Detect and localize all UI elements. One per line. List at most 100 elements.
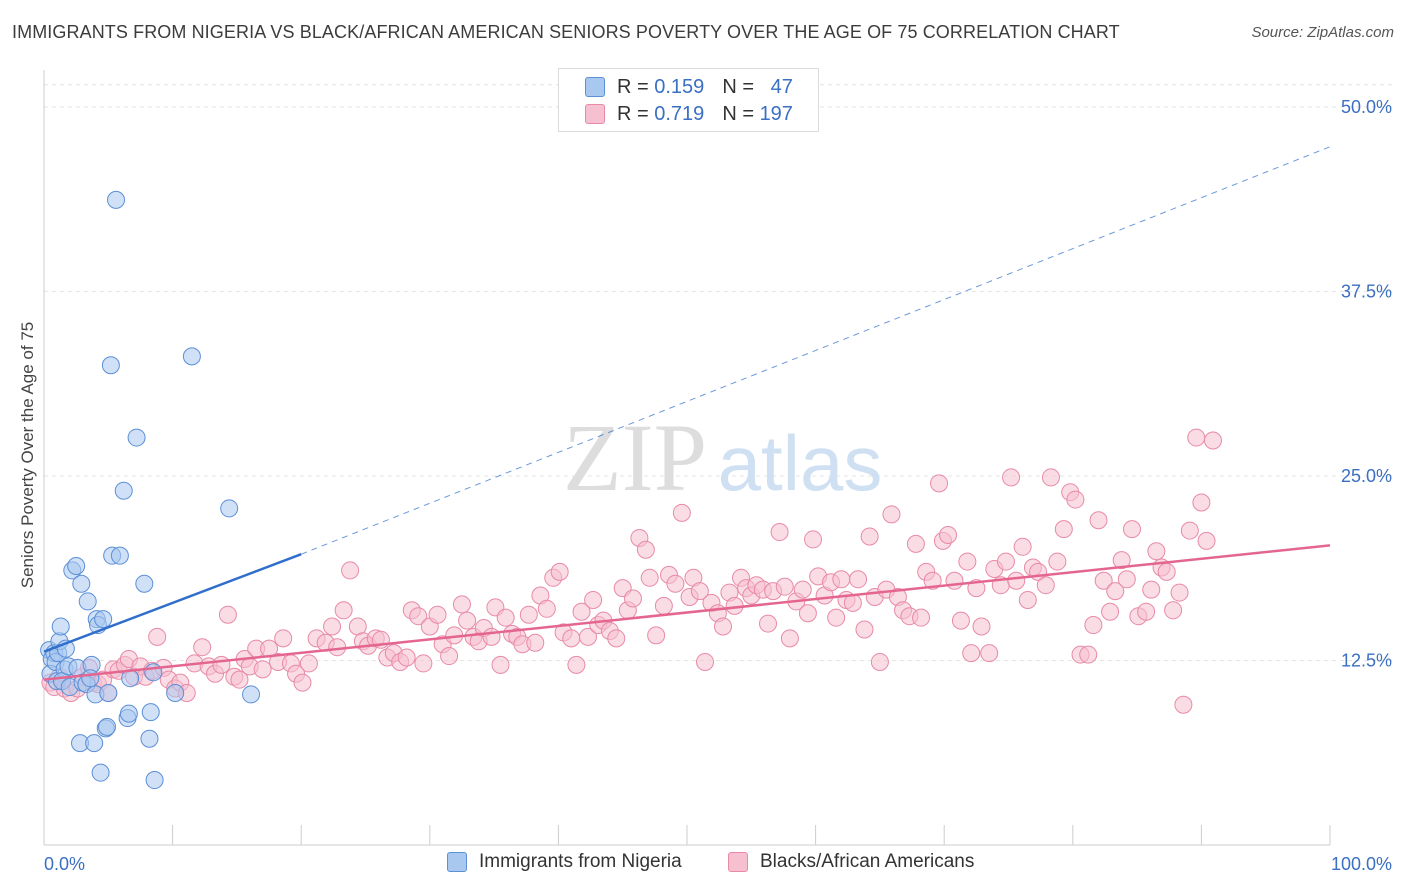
legend-r-label: R = bbox=[617, 102, 649, 125]
point-blacks-african-americans bbox=[148, 627, 167, 646]
point-blacks-african-americans bbox=[666, 574, 685, 593]
point-blacks-african-americans bbox=[1142, 580, 1161, 599]
point-blacks-african-americans bbox=[640, 568, 659, 587]
point-blacks-african-americans bbox=[572, 602, 591, 621]
point-blacks-african-americans bbox=[636, 540, 655, 559]
legend-n-label: N = bbox=[722, 102, 754, 125]
point-blacks-african-americans bbox=[397, 648, 416, 667]
bottom-legend-label-nigeria: Immigrants from Nigeria bbox=[479, 851, 682, 872]
point-blacks-african-americans bbox=[793, 580, 812, 599]
point-blacks-african-americans bbox=[1094, 571, 1113, 590]
point-blacks-african-americans bbox=[1170, 583, 1189, 602]
x-tick-label-max: 100.0% bbox=[1331, 854, 1392, 874]
watermark-atlas: atlas bbox=[718, 419, 883, 507]
point-blacks-african-americans bbox=[759, 614, 778, 633]
point-blacks-african-americans bbox=[519, 605, 538, 624]
point-immigrants-from-nigeria bbox=[127, 428, 146, 447]
point-immigrants-from-nigeria bbox=[110, 546, 129, 565]
legend-swatch-blue bbox=[585, 77, 605, 97]
legend-r-label: R = bbox=[617, 75, 649, 98]
point-immigrants-from-nigeria bbox=[141, 703, 160, 722]
point-blacks-african-americans bbox=[939, 526, 958, 544]
y-tick-label: 50.0% bbox=[1341, 97, 1392, 117]
point-blacks-african-americans bbox=[930, 474, 949, 493]
point-blacks-african-americans bbox=[798, 604, 817, 623]
bottom-legend-swatch-pink bbox=[728, 852, 748, 872]
point-blacks-african-americans bbox=[1041, 468, 1060, 487]
point-blacks-african-americans bbox=[654, 596, 673, 615]
point-blacks-african-americans bbox=[1013, 537, 1032, 556]
immigrants-from-nigeria-points bbox=[40, 190, 261, 790]
point-blacks-african-americans bbox=[567, 655, 586, 674]
point-blacks-african-americans bbox=[780, 629, 799, 648]
point-blacks-african-americans bbox=[334, 601, 353, 620]
legend-r-value: 0.159 bbox=[654, 75, 705, 98]
point-blacks-african-americans bbox=[253, 660, 272, 679]
correlation-legend: R = 0.159 N = 47 R = 0.719 N = 197 bbox=[558, 68, 819, 132]
point-blacks-african-americans bbox=[496, 608, 515, 627]
point-blacks-african-americans bbox=[870, 652, 889, 671]
point-blacks-african-americans bbox=[912, 608, 931, 627]
y-tick-label: 37.5% bbox=[1341, 281, 1392, 301]
point-blacks-african-americans bbox=[299, 654, 318, 673]
point-blacks-african-americans bbox=[409, 607, 428, 626]
point-blacks-african-americans bbox=[770, 523, 789, 542]
point-blacks-african-americans bbox=[607, 629, 626, 648]
point-blacks-african-americans bbox=[526, 633, 545, 652]
point-immigrants-from-nigeria bbox=[140, 729, 159, 748]
point-immigrants-from-nigeria bbox=[91, 763, 110, 782]
point-blacks-african-americans bbox=[1018, 590, 1037, 609]
point-immigrants-from-nigeria bbox=[98, 717, 117, 736]
point-blacks-african-americans bbox=[1147, 542, 1166, 561]
point-immigrants-from-nigeria bbox=[107, 190, 126, 209]
point-immigrants-from-nigeria bbox=[85, 734, 104, 753]
point-blacks-african-americans bbox=[1066, 490, 1085, 509]
trend-line-nigeria-extended bbox=[301, 146, 1331, 555]
point-blacks-african-americans bbox=[440, 647, 459, 666]
legend-row-black: R = 0.719 N = 197 bbox=[585, 102, 793, 126]
chart-source: Source: ZipAtlas.com bbox=[1251, 24, 1394, 41]
point-immigrants-from-nigeria bbox=[144, 663, 163, 682]
trend-lines bbox=[43, 146, 1331, 681]
point-blacks-african-americans bbox=[1203, 431, 1222, 450]
legend-n-value: 47 bbox=[770, 75, 793, 98]
point-blacks-african-americans bbox=[1002, 468, 1021, 487]
point-blacks-african-americans bbox=[293, 673, 312, 692]
point-immigrants-from-nigeria bbox=[51, 617, 70, 636]
point-blacks-african-americans bbox=[562, 629, 581, 648]
point-blacks-african-americans bbox=[882, 505, 901, 524]
point-blacks-african-americans bbox=[1187, 428, 1206, 447]
point-blacks-african-americans bbox=[849, 570, 868, 589]
point-blacks-african-americans bbox=[714, 617, 733, 636]
point-blacks-african-americans bbox=[647, 626, 666, 645]
legend-row-nigeria: R = 0.159 N = 47 bbox=[585, 75, 793, 99]
point-blacks-african-americans bbox=[1117, 570, 1136, 589]
point-immigrants-from-nigeria bbox=[114, 481, 133, 500]
point-immigrants-from-nigeria bbox=[78, 592, 97, 611]
point-blacks-african-americans bbox=[1164, 601, 1183, 620]
watermark-zip: ZIP bbox=[563, 404, 707, 511]
legend-n-label: N = bbox=[722, 75, 754, 98]
point-blacks-african-americans bbox=[1122, 520, 1141, 539]
point-blacks-african-americans bbox=[996, 552, 1015, 571]
y-tick-label: 25.0% bbox=[1341, 466, 1392, 486]
point-blacks-african-americans bbox=[537, 599, 556, 618]
point-blacks-african-americans bbox=[414, 654, 433, 673]
point-blacks-african-americans bbox=[428, 605, 447, 624]
point-immigrants-from-nigeria bbox=[182, 347, 201, 366]
point-blacks-african-americans bbox=[1079, 645, 1098, 664]
point-blacks-african-americans bbox=[230, 670, 249, 689]
point-blacks-african-americans bbox=[906, 534, 925, 553]
point-immigrants-from-nigeria bbox=[220, 499, 239, 518]
x-tick-label-min: 0.0% bbox=[44, 854, 85, 874]
legend-r-value: 0.719 bbox=[654, 102, 705, 125]
point-blacks-african-americans bbox=[672, 503, 691, 522]
point-blacks-african-americans bbox=[1137, 602, 1156, 621]
point-immigrants-from-nigeria bbox=[145, 771, 164, 790]
chart-title: IMMIGRANTS FROM NIGERIA VS BLACK/AFRICAN… bbox=[12, 22, 1120, 42]
point-blacks-african-americans bbox=[193, 638, 212, 657]
point-blacks-african-americans bbox=[860, 527, 879, 546]
point-blacks-african-americans bbox=[1197, 531, 1216, 550]
watermark: ZIP atlas bbox=[563, 404, 882, 511]
